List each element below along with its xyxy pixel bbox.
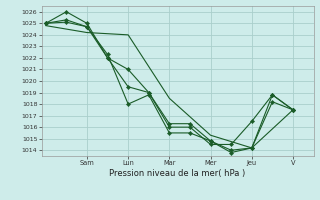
X-axis label: Pression niveau de la mer( hPa ): Pression niveau de la mer( hPa ) <box>109 169 246 178</box>
